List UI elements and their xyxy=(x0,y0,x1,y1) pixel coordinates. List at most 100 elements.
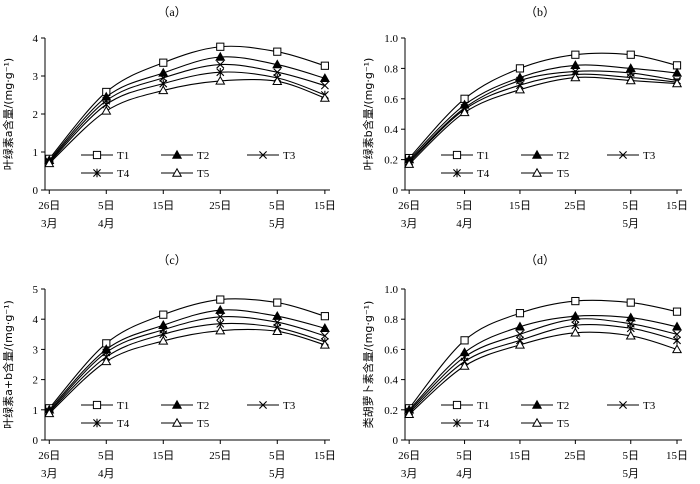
x-tick-label: 5日 xyxy=(623,200,640,212)
data-point-t5 xyxy=(44,158,55,168)
series-line-t3 xyxy=(408,70,678,162)
series-line-t3 xyxy=(48,63,326,162)
data-point-t1 xyxy=(159,58,168,67)
data-point-t4 xyxy=(216,68,225,77)
chart-panel-c: （c） 0 1 2 3 4 5 叶绿素a+b含量/(mg·g⁻¹) 26日 5日 15日 25日 5日 1… xyxy=(1,253,336,480)
y-tick-label: 0.2 xyxy=(384,155,398,167)
legend-marker-t2 xyxy=(531,399,543,409)
x-month-label: 4月 xyxy=(98,218,115,230)
chart-panel-d: （d） 0 0.2 0.4 0.6 0.8 1.0 类胡萝卜素含量/(mg·g⁻¹) 26日 5日… xyxy=(361,253,688,480)
legend-label: T1 xyxy=(477,400,489,412)
y-tick-label: 0.6 xyxy=(384,344,398,356)
legend-label: T3 xyxy=(283,150,296,162)
series-line-t2 xyxy=(408,314,678,411)
y-tick-label: 0 xyxy=(393,435,399,447)
y-tick-label: 1.0 xyxy=(384,33,398,45)
x-tick-label: 26日 xyxy=(38,200,60,212)
x-tick-label: 26日 xyxy=(38,450,60,462)
series-line-t4 xyxy=(408,73,678,164)
data-point-t5 xyxy=(514,84,526,94)
series-line-t5 xyxy=(408,76,678,165)
series-line-t3 xyxy=(48,315,326,412)
y-tick-label: 4 xyxy=(33,314,39,326)
data-point-t1 xyxy=(216,42,225,51)
data-point-t3 xyxy=(320,81,329,90)
chart-title: （a） xyxy=(157,5,186,19)
legend-marker-t3 xyxy=(259,151,267,159)
legend-label: T1 xyxy=(477,150,489,162)
legend-marker-t5 xyxy=(531,417,543,427)
legend-label: T4 xyxy=(477,418,490,430)
chart-title: （c） xyxy=(157,253,186,267)
legend-marker-t2 xyxy=(171,149,183,159)
legend-marker-t3 xyxy=(259,401,267,409)
series-line-t4 xyxy=(48,71,326,164)
series-line-t2 xyxy=(48,309,326,411)
data-point-t3 xyxy=(273,68,282,77)
series-line-t4 xyxy=(408,323,678,414)
data-point-t2 xyxy=(215,51,226,61)
data-point-t1 xyxy=(159,310,168,319)
legend-label: T4 xyxy=(477,168,490,180)
series-line-t5 xyxy=(48,78,326,164)
data-point-t4 xyxy=(673,336,682,345)
data-point-t5 xyxy=(404,158,415,168)
legend-label: T5 xyxy=(557,168,570,180)
data-point-t1 xyxy=(515,64,525,73)
y-tick-label: 0.6 xyxy=(384,94,398,106)
data-point-t5 xyxy=(459,107,470,117)
legend: T1 T2 T3 T4 T5 xyxy=(441,399,656,430)
x-tick-label: 15日 xyxy=(314,200,336,212)
y-axis-label: 类胡萝卜素含量/(mg·g⁻¹) xyxy=(361,301,375,429)
data-point-t1 xyxy=(460,336,469,345)
legend: T1 T2 T3 T4 T5 xyxy=(441,149,656,180)
y-axis-label: 叶绿素a+b含量/(mg·g⁻¹) xyxy=(1,300,15,429)
data-point-t2 xyxy=(459,347,470,357)
x-tick-label: 15日 xyxy=(666,450,688,462)
data-point-t5 xyxy=(319,339,330,349)
data-point-t2 xyxy=(514,321,526,331)
legend-label: T2 xyxy=(197,150,209,162)
data-point-t2 xyxy=(158,67,169,77)
legend-label: T5 xyxy=(197,418,210,430)
y-tick-label: 4 xyxy=(33,33,39,45)
legend-marker-t4 xyxy=(93,168,101,178)
legend-label: T5 xyxy=(197,168,210,180)
data-point-t5 xyxy=(158,335,169,345)
data-point-t1 xyxy=(571,296,580,306)
legend-marker-t2 xyxy=(171,399,183,409)
data-point-t3 xyxy=(571,315,580,324)
chart-panel-b: （b） 0 0.2 0.4 0.6 0.8 1.0 叶绿素b含量/(mg·g⁻¹) 26日 5日 1… xyxy=(361,5,688,230)
legend-marker-t5 xyxy=(171,167,183,177)
data-point-t2 xyxy=(272,59,283,69)
legend-label: T2 xyxy=(197,400,209,412)
legend-label: T2 xyxy=(557,400,569,412)
x-month-label: 4月 xyxy=(456,468,473,480)
y-tick-label: 1 xyxy=(33,405,39,417)
legend-marker-t1 xyxy=(92,150,102,160)
data-point-t2 xyxy=(570,60,581,70)
data-point-t5 xyxy=(101,105,112,115)
x-month-label: 5月 xyxy=(623,468,640,480)
data-point-t5 xyxy=(319,92,330,102)
y-tick-label: 1 xyxy=(33,147,39,159)
data-point-t2 xyxy=(625,63,636,73)
x-tick-label: 5日 xyxy=(98,200,115,212)
y-tick-label: 5 xyxy=(33,284,39,296)
x-month-label: 5月 xyxy=(269,218,286,230)
data-point-t2 xyxy=(319,323,330,332)
legend-label: T2 xyxy=(557,150,569,162)
data-point-t5 xyxy=(570,327,581,337)
data-point-t5 xyxy=(215,325,226,335)
x-tick-label: 5日 xyxy=(456,200,473,212)
x-month-label: 3月 xyxy=(41,468,58,480)
x-tick-label: 15日 xyxy=(152,450,174,462)
data-point-t5 xyxy=(459,360,470,370)
y-tick-label: 2 xyxy=(33,375,39,387)
legend-label: T1 xyxy=(117,400,129,412)
data-point-t1 xyxy=(515,309,525,318)
legend-marker-t1 xyxy=(452,150,462,160)
legend-marker-t5 xyxy=(171,417,183,427)
y-tick-label: 0 xyxy=(393,185,399,197)
data-point-t5 xyxy=(44,408,55,418)
